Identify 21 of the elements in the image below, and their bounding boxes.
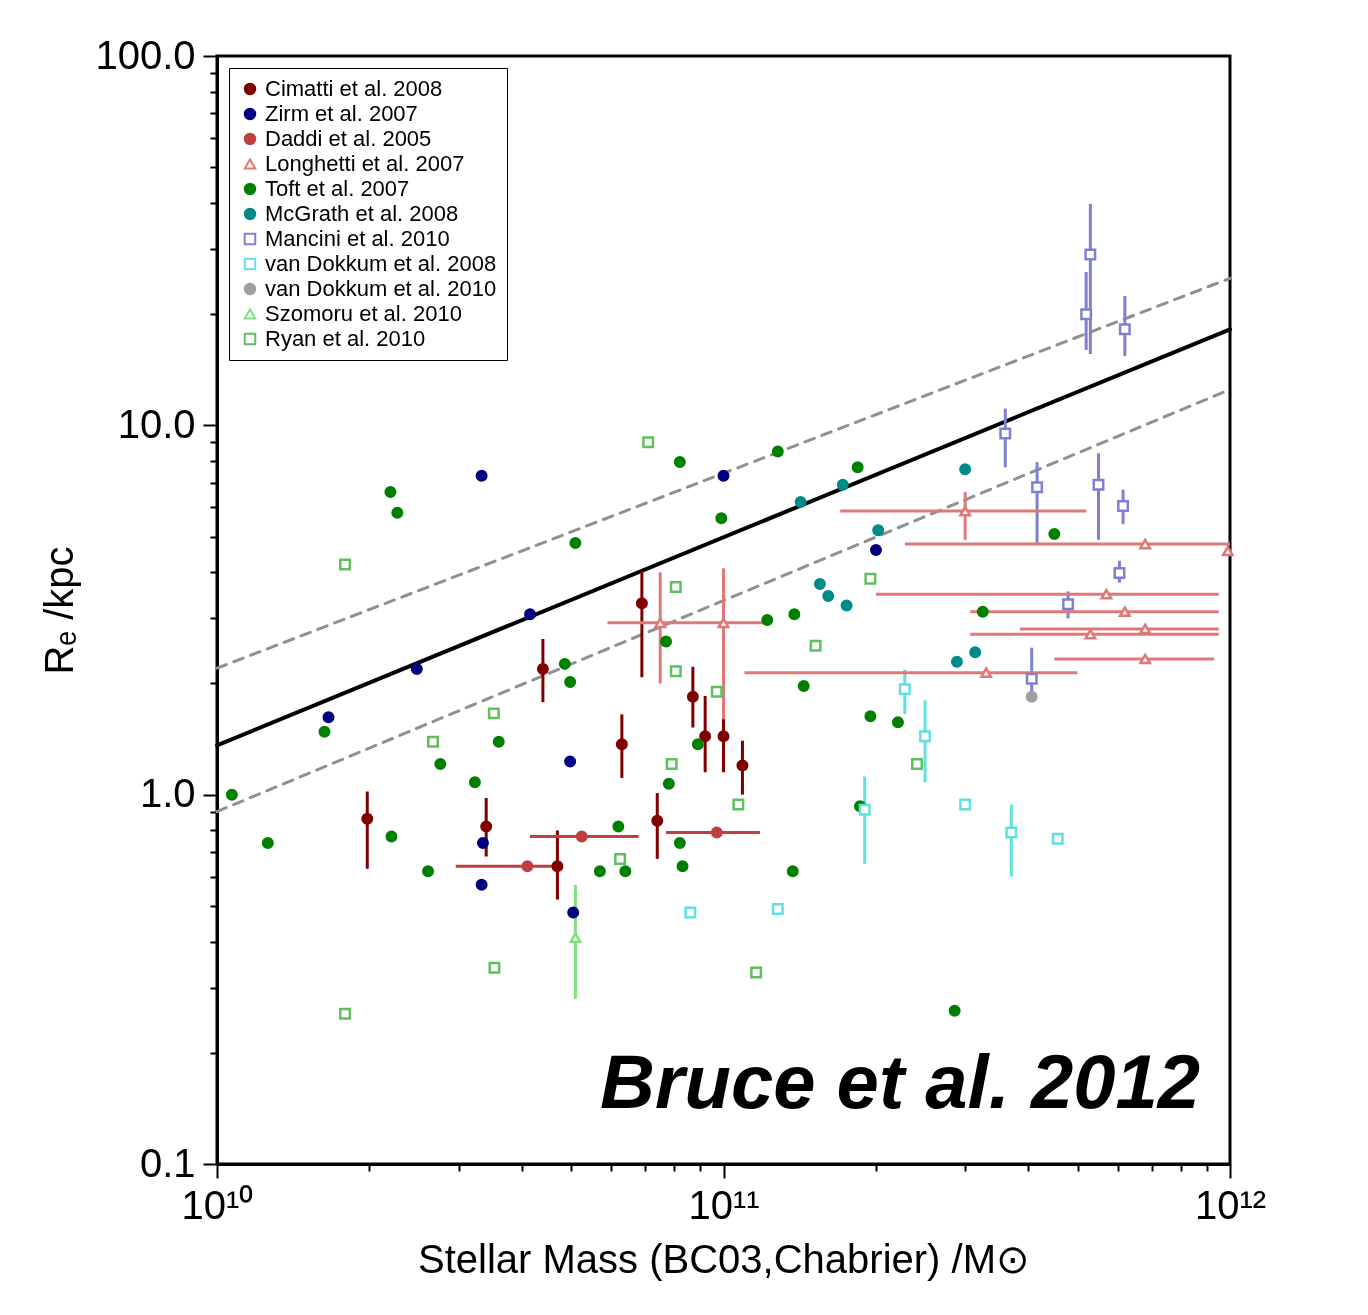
legend-label: Daddi et al. 2005 bbox=[265, 126, 432, 151]
x-tick-label: 10¹² bbox=[1194, 1182, 1267, 1227]
legend-label: Mancini et al. 2010 bbox=[265, 226, 450, 251]
y-tick-label: 0.1 bbox=[139, 1140, 196, 1185]
y-tick-label: 1.0 bbox=[139, 771, 196, 816]
legend-label: Zirm et al. 2007 bbox=[265, 101, 418, 126]
y-axis-title: Rₑ /kpc bbox=[37, 546, 82, 675]
legend-label: Cimatti et al. 2008 bbox=[265, 76, 443, 101]
annotation: Bruce et al. 2012 bbox=[600, 1039, 1200, 1124]
legend-label: van Dokkum et al. 2008 bbox=[265, 251, 497, 276]
y-tick-label: 100.0 bbox=[95, 32, 196, 77]
legend-label: Toft et al. 2007 bbox=[265, 176, 410, 201]
legend-label: van Dokkum et al. 2010 bbox=[265, 276, 497, 301]
legend-label: Szomoru et al. 2010 bbox=[265, 301, 462, 326]
y-tick-label: 10.0 bbox=[117, 401, 196, 446]
x-axis-title: Stellar Mass (BC03,Chabrier) /M⊙ bbox=[418, 1236, 1030, 1281]
legend-label: Ryan et al. 2010 bbox=[265, 326, 426, 351]
x-tick-label: 10¹⁰ bbox=[181, 1182, 254, 1227]
legend-label: McGrath et al. 2008 bbox=[265, 201, 459, 226]
legend-label: Longhetti et al. 2007 bbox=[265, 151, 465, 176]
x-tick-label: 10¹¹ bbox=[688, 1182, 760, 1227]
